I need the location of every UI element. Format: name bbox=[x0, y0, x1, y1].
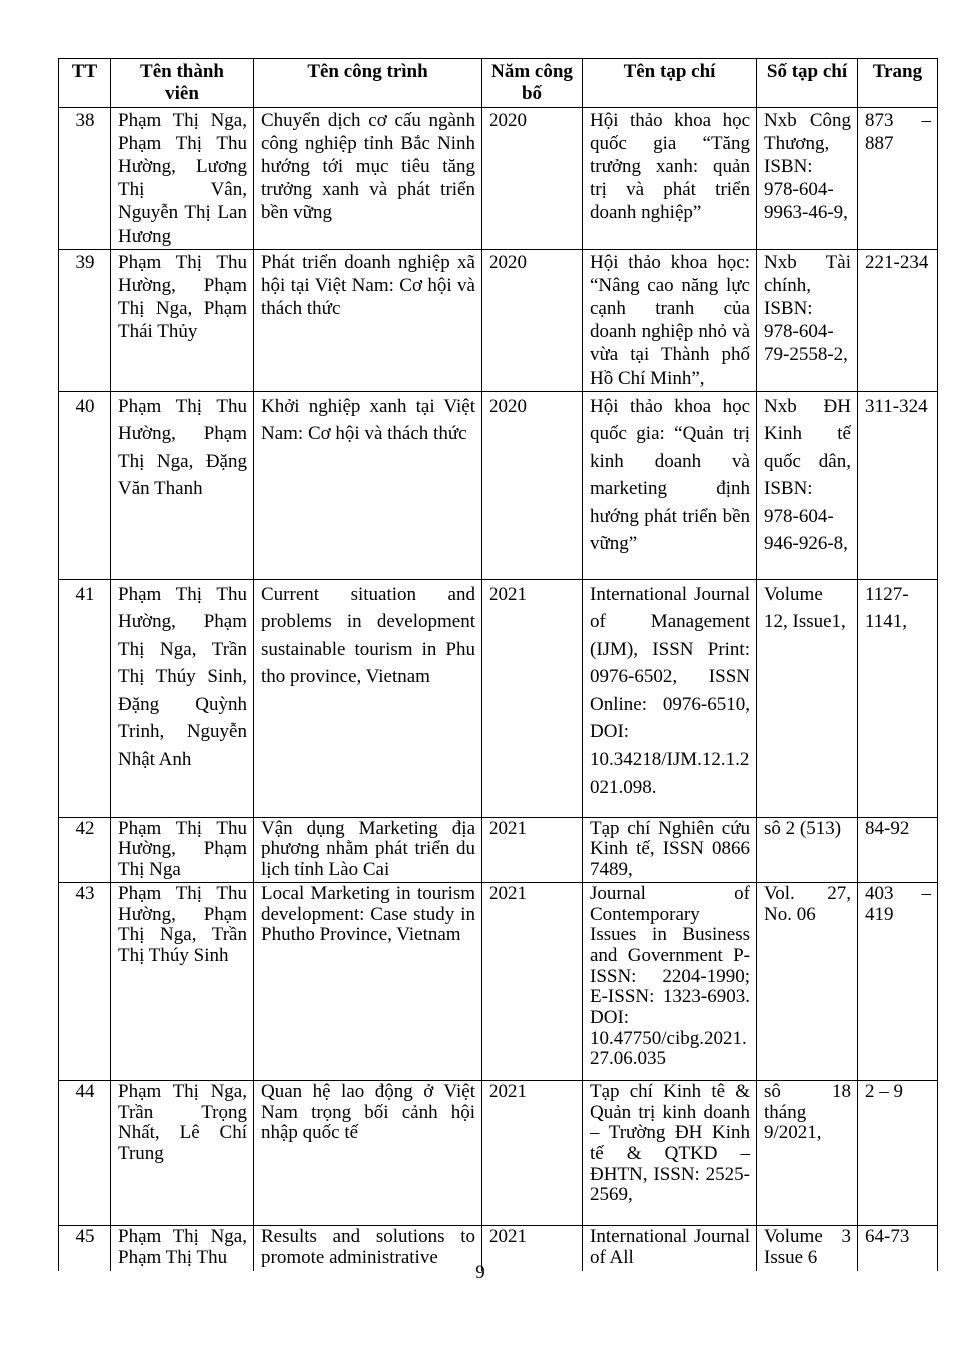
cell-journal: Hội thảo khoa học quốc gia: “Quản trị ki… bbox=[582, 390, 757, 580]
cell-members: Phạm Thị Nga, Phạm Thị Thu Hường, Lương … bbox=[110, 106, 254, 250]
table-row: 42 Phạm Thị Thu Hường, Phạm Thị Nga Vận … bbox=[58, 816, 938, 883]
cell-pages: 311-324 bbox=[857, 390, 938, 580]
cell-issue: sô 18 tháng 9/2021, bbox=[756, 1079, 858, 1226]
cell-pages: 84-92 bbox=[857, 816, 938, 883]
header-cell-work: Tên công trình bbox=[253, 58, 482, 108]
cell-work: Current situation and problems in develo… bbox=[253, 578, 482, 818]
cell-pages: 403 – 419 bbox=[857, 881, 938, 1081]
cell-year: 2020 bbox=[481, 390, 583, 580]
header-cell-pages: Trang bbox=[857, 58, 938, 108]
cell-journal: Hội thảo khoa học quốc gia “Tăng trưởng … bbox=[582, 106, 757, 250]
cell-work: Chuyển dịch cơ cấu ngành công nghiệp tỉn… bbox=[253, 106, 482, 250]
cell-journal: International Journal of All bbox=[582, 1224, 757, 1271]
cell-pages: 873 – 887 bbox=[857, 106, 938, 250]
cell-tt: 39 bbox=[58, 248, 111, 392]
header-cell-tt: TT bbox=[58, 58, 111, 108]
cell-members: Phạm Thị Thu Hường, Phạm Thị Nga, Đặng V… bbox=[110, 390, 254, 580]
cell-tt: 40 bbox=[58, 390, 111, 580]
table-row: 44 Phạm Thị Nga, Trần Trọng Nhất, Lê Chí… bbox=[58, 1079, 938, 1226]
cell-members: Phạm Thị Thu Hường, Phạm Thị Nga bbox=[110, 816, 254, 883]
cell-year: 2020 bbox=[481, 106, 583, 250]
cell-issue: Nxb ĐH Kinh tế quốc dân, ISBN: 978-604-9… bbox=[756, 390, 858, 580]
table-row: 39 Phạm Thị Thu Hường, Phạm Thị Nga, Phạ… bbox=[58, 248, 938, 392]
cell-members: Phạm Thị Nga, Trần Trọng Nhất, Lê Chí Tr… bbox=[110, 1079, 254, 1226]
cell-journal: International Journal of Management (IJM… bbox=[582, 578, 757, 818]
cell-year: 2021 bbox=[481, 881, 583, 1081]
cell-pages: 2 – 9 bbox=[857, 1079, 938, 1226]
cell-issue: Nxb Tài chính, ISBN: 978-604-79-2558-2, bbox=[756, 248, 858, 392]
header-cell-members: Tên thành viên bbox=[110, 58, 254, 108]
cell-tt: 38 bbox=[58, 106, 111, 250]
cell-year: 2021 bbox=[481, 1224, 583, 1271]
table-row: 45 Phạm Thị Nga, Phạm Thị Thu Results an… bbox=[58, 1224, 938, 1271]
cell-members: Phạm Thị Thu Hường, Phạm Thị Nga, Trần T… bbox=[110, 881, 254, 1081]
cell-year: 2021 bbox=[481, 578, 583, 818]
cell-year: 2021 bbox=[481, 816, 583, 883]
cell-issue: Volume 3 Issue 6 bbox=[756, 1224, 858, 1271]
cell-members: Phạm Thị Thu Hường, Phạm Thị Nga, Phạm T… bbox=[110, 248, 254, 392]
header-cell-issue: Số tạp chí bbox=[756, 58, 858, 108]
cell-pages: 1127-1141, bbox=[857, 578, 938, 818]
cell-issue: Volume 12, Issue1, bbox=[756, 578, 858, 818]
cell-journal: Tạp chí Nghiên cứu Kinh tế, ISSN 0866 74… bbox=[582, 816, 757, 883]
page-number: 9 bbox=[475, 1262, 485, 1283]
publications-table: TT Tên thành viên Tên công trình Năm côn… bbox=[58, 58, 938, 1271]
cell-issue: sô 2 (513) bbox=[756, 816, 858, 883]
cell-issue: Vol. 27, No. 06 bbox=[756, 881, 858, 1081]
cell-year: 2020 bbox=[481, 248, 583, 392]
header-cell-journal: Tên tạp chí bbox=[582, 58, 757, 108]
table-row: 41 Phạm Thị Thu Hường, Phạm Thị Nga, Trầ… bbox=[58, 578, 938, 818]
cell-work: Khởi nghiệp xanh tại Việt Nam: Cơ hội và… bbox=[253, 390, 482, 580]
cell-tt: 41 bbox=[58, 578, 111, 818]
cell-tt: 42 bbox=[58, 816, 111, 883]
cell-tt: 45 bbox=[58, 1224, 111, 1271]
table-header-row: TT Tên thành viên Tên công trình Năm côn… bbox=[58, 58, 938, 108]
cell-work: Local Marketing in tourism development: … bbox=[253, 881, 482, 1081]
table-row: 38 Phạm Thị Nga, Phạm Thị Thu Hường, Lươ… bbox=[58, 106, 938, 250]
cell-pages: 221-234 bbox=[857, 248, 938, 392]
cell-journal: Tạp chí Kinh tê & Quản trị kinh doanh – … bbox=[582, 1079, 757, 1226]
cell-year: 2021 bbox=[481, 1079, 583, 1226]
cell-journal: Journal of Contemporary Issues in Busine… bbox=[582, 881, 757, 1081]
cell-pages: 64-73 bbox=[857, 1224, 938, 1271]
cell-work: Phát triển doanh nghiệp xã hội tại Việt … bbox=[253, 248, 482, 392]
cell-journal: Hội thảo khoa học: “Nâng cao năng lực cạ… bbox=[582, 248, 757, 392]
cell-work: Results and solutions to promote adminis… bbox=[253, 1224, 482, 1271]
cell-members: Phạm Thị Nga, Phạm Thị Thu bbox=[110, 1224, 254, 1271]
cell-tt: 43 bbox=[58, 881, 111, 1081]
table-row: 40 Phạm Thị Thu Hường, Phạm Thị Nga, Đặn… bbox=[58, 390, 938, 580]
cell-work: Quan hệ lao động ở Việt Nam trọng bối cả… bbox=[253, 1079, 482, 1226]
cell-members: Phạm Thị Thu Hường, Phạm Thị Nga, Trần T… bbox=[110, 578, 254, 818]
header-cell-year: Năm công bố bbox=[481, 58, 583, 108]
cell-tt: 44 bbox=[58, 1079, 111, 1226]
cell-issue: Nxb Công Thương, ISBN: 978-604-9963-46-9… bbox=[756, 106, 858, 250]
cell-work: Vận dụng Marketing địa phương nhằm phát … bbox=[253, 816, 482, 883]
table-row: 43 Phạm Thị Thu Hường, Phạm Thị Nga, Trầ… bbox=[58, 881, 938, 1081]
